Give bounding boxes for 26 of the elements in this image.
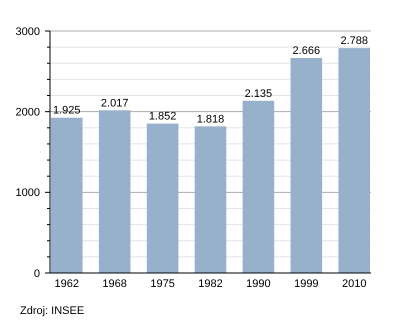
y-tick-label: 2000 xyxy=(16,106,40,119)
bar xyxy=(146,124,178,273)
y-tick-label: 3000 xyxy=(16,26,40,38)
data-label: 1.818 xyxy=(196,113,224,126)
data-label: 2.017 xyxy=(100,97,128,110)
text: Zdroj: INSEE xyxy=(20,305,84,317)
data-label: 1.925 xyxy=(53,104,81,117)
x-tick-label: 1982 xyxy=(198,278,223,290)
x-tick-label: 1990 xyxy=(246,278,271,290)
bar xyxy=(338,48,370,273)
x-tick-label: 1975 xyxy=(150,278,175,290)
data-label: 2.666 xyxy=(292,44,320,57)
bar xyxy=(50,118,83,273)
x-tick-label: 2010 xyxy=(342,278,366,290)
bar xyxy=(194,126,226,273)
data-label: 1.852 xyxy=(148,110,176,123)
data-label: 2.788 xyxy=(340,35,368,48)
x-tick-label: 1962 xyxy=(54,278,80,290)
bar xyxy=(242,100,274,273)
data-label: 2.135 xyxy=(244,88,272,100)
y-tick-label: 0 xyxy=(34,268,40,280)
y-tick-label: 1000 xyxy=(16,187,40,200)
x-tick-label: 1968 xyxy=(102,278,127,290)
bar xyxy=(290,58,322,273)
bar xyxy=(98,110,130,273)
x-tick-label: 1999 xyxy=(294,278,319,290)
